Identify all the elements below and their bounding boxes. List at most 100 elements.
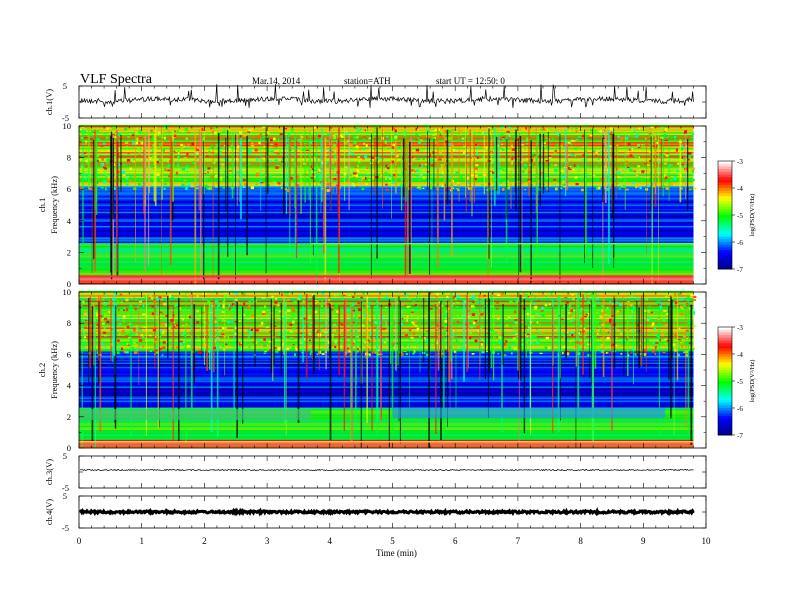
frequency-band: [79, 239, 694, 242]
sferic-stripe: [608, 129, 610, 264]
carrier-line: [79, 275, 694, 278]
sferic-stripe: [99, 295, 102, 433]
colorbar-segment: [718, 394, 732, 398]
spectrum-speckle: [416, 175, 419, 179]
spectrum-speckle: [248, 149, 252, 152]
spectrum-speckle: [294, 353, 296, 357]
spectrum-speckle: [653, 333, 657, 335]
spectrum-speckle: [242, 169, 245, 171]
spectrum-speckle: [259, 181, 264, 184]
spectrum-speckle: [215, 169, 218, 172]
spectrum-speckle: [509, 170, 512, 172]
spectrum-speckle: [238, 345, 241, 349]
frequency-band: [79, 374, 694, 377]
spectrum-speckle: [316, 353, 319, 356]
sferic-stripe: [602, 137, 604, 203]
spectrum-speckle: [681, 345, 684, 348]
spectrum-speckle: [121, 170, 126, 174]
spectrum-speckle: [497, 317, 500, 320]
spectrum-speckle: [687, 158, 690, 161]
spectrum-speckle: [363, 147, 366, 150]
frequency-band: [79, 202, 694, 205]
frequency-band: [79, 327, 694, 329]
spectrum-speckle: [94, 311, 98, 315]
spectrum-speckle: [646, 184, 650, 188]
spectrum-speckle: [498, 325, 502, 327]
spectrum-speckle: [106, 136, 109, 140]
spectrum-speckle: [537, 312, 541, 315]
spectrum-speckle: [414, 325, 418, 327]
waveform-trace: [79, 468, 694, 472]
spectrum-speckle: [609, 315, 612, 318]
sferic-stripe: [406, 138, 409, 280]
y-tick-label: 10: [63, 121, 72, 131]
spectrum-speckle: [436, 303, 438, 306]
frequency-band: [79, 363, 694, 366]
spectrum-speckle: [630, 128, 634, 131]
spectrum-speckle: [683, 165, 686, 168]
spectrum-speckle: [440, 164, 444, 166]
spectrum-speckle: [444, 313, 447, 317]
spectrum-speckle: [182, 324, 185, 327]
frequency-band: [79, 443, 694, 446]
spectrum-speckle: [545, 336, 550, 340]
spectrum-speckle: [353, 340, 356, 343]
spectrum-speckle: [371, 176, 374, 180]
spectrum-speckle: [677, 170, 681, 173]
spectrum-speckle: [285, 331, 289, 335]
spectrum-speckle: [413, 151, 417, 154]
spectrum-speckle: [609, 127, 613, 131]
spectrum-speckle: [213, 131, 218, 134]
spectrum-speckle: [448, 143, 451, 146]
spectrum-speckle: [554, 164, 558, 167]
sferic-stripe: [116, 130, 118, 272]
spectrum-speckle: [504, 346, 507, 349]
spectrum-speckle: [250, 328, 254, 332]
spectrum-speckle: [585, 344, 589, 347]
frequency-band: [79, 396, 694, 398]
spectrum-speckle: [524, 333, 528, 337]
spectrum-speckle: [631, 182, 635, 185]
spectrum-speckle: [665, 154, 669, 157]
sferic-stripe: [409, 302, 410, 421]
frequency-band: [79, 181, 694, 184]
spectrum-speckle: [387, 327, 390, 330]
spectrum-speckle: [447, 153, 451, 157]
spectrum-speckle: [246, 318, 250, 320]
spectrum-speckle: [442, 171, 444, 174]
spectrum-speckle: [111, 131, 115, 133]
sferic-stripe: [409, 141, 411, 274]
spectrum-speckle: [79, 129, 82, 131]
spectrum-speckle: [324, 153, 328, 157]
spectrum-speckle: [268, 349, 271, 352]
spectrum-speckle: [492, 171, 495, 174]
spectrum-speckle: [568, 305, 571, 309]
spectrum-speckle: [133, 296, 135, 298]
spectrum-speckle: [425, 339, 429, 342]
spectrum-speckle: [535, 313, 538, 315]
spectrum-speckle: [426, 353, 430, 356]
spectrum-speckle: [562, 337, 566, 340]
spectrum-speckle: [135, 141, 139, 145]
spectrum-speckle: [241, 310, 243, 313]
spectrum-speckle: [416, 344, 418, 347]
spectrum-speckle: [321, 299, 324, 302]
sferic-stripe: [427, 131, 428, 191]
sferic-stripe: [530, 302, 532, 435]
frequency-band: [79, 299, 694, 301]
spectrum-speckle: [690, 137, 694, 139]
spectrum-speckle: [547, 333, 550, 335]
frequency-band: [79, 255, 694, 258]
spectrum-speckle: [631, 309, 634, 312]
spectrum-speckle: [492, 187, 494, 190]
spectrum-speckle: [276, 165, 280, 167]
spectrum-speckle: [348, 349, 352, 353]
sferic-stripe: [154, 126, 157, 207]
spectrum-speckle: [165, 341, 169, 344]
spectrum-speckle: [513, 347, 517, 350]
spectrum-speckle: [170, 302, 173, 305]
spectrum-speckle: [84, 177, 87, 179]
spectrum-speckle: [570, 309, 574, 312]
spectrum-speckle: [677, 353, 680, 357]
spectrum-speckle: [135, 174, 138, 177]
